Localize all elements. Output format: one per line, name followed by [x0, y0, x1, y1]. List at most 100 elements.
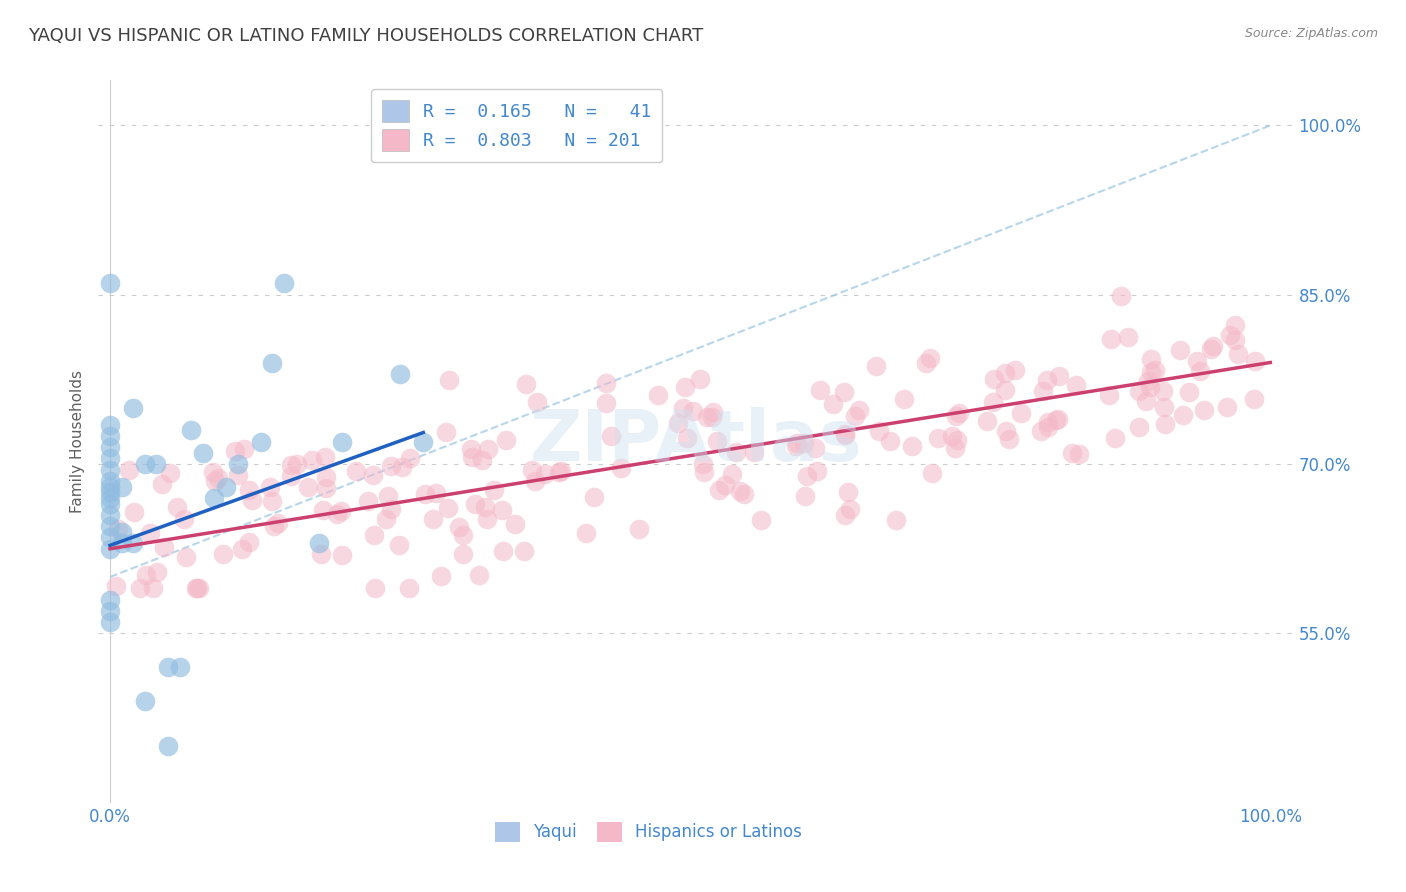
Point — [1140, 365, 1163, 379]
Point — [477, 512, 499, 526]
Point — [749, 513, 772, 527]
Point — [326, 507, 349, 521]
Point — [173, 512, 195, 526]
Point — [1069, 447, 1091, 461]
Point — [111, 480, 134, 494]
Point — [1152, 384, 1174, 398]
Legend: Yaqui, Hispanics or Latinos: Yaqui, Hispanics or Latinos — [488, 815, 808, 848]
Point — [474, 500, 496, 515]
Point — [492, 544, 515, 558]
Point — [477, 442, 499, 457]
Point — [344, 464, 367, 478]
Point — [212, 547, 235, 561]
Point — [233, 442, 256, 457]
Point — [105, 579, 128, 593]
Point — [693, 466, 716, 480]
Point — [1185, 354, 1208, 368]
Point — [98, 485, 121, 500]
Point — [314, 450, 336, 465]
Point — [207, 471, 229, 485]
Point — [1029, 425, 1052, 439]
Point — [188, 582, 211, 596]
Point — [128, 582, 150, 596]
Point — [713, 478, 735, 492]
Point — [184, 582, 207, 596]
Point — [98, 604, 121, 618]
Point — [297, 480, 319, 494]
Point — [453, 528, 475, 542]
Point — [134, 694, 156, 708]
Point — [98, 474, 121, 488]
Point — [111, 524, 134, 539]
Point — [844, 409, 866, 424]
Point — [945, 433, 967, 447]
Point — [201, 465, 224, 479]
Point — [702, 405, 724, 419]
Point — [838, 501, 860, 516]
Y-axis label: Family Households: Family Households — [69, 370, 84, 513]
Point — [524, 474, 547, 488]
Point — [330, 434, 353, 449]
Point — [673, 379, 696, 393]
Point — [672, 401, 695, 415]
Point — [412, 434, 434, 449]
Point — [1036, 373, 1059, 387]
Point — [357, 494, 380, 508]
Point — [174, 549, 197, 564]
Point — [98, 429, 121, 443]
Point — [1154, 417, 1177, 432]
Point — [1202, 339, 1225, 353]
Point — [98, 531, 121, 545]
Point — [437, 373, 460, 387]
Point — [98, 497, 121, 511]
Point — [547, 466, 569, 480]
Point — [689, 372, 711, 386]
Point — [389, 367, 412, 381]
Point — [927, 431, 949, 445]
Point — [224, 443, 246, 458]
Point — [361, 467, 384, 482]
Point — [309, 547, 332, 561]
Point — [796, 468, 818, 483]
Point — [1047, 369, 1070, 384]
Point — [460, 450, 482, 464]
Point — [976, 414, 998, 428]
Point — [1168, 343, 1191, 357]
Point — [259, 480, 281, 494]
Point — [724, 445, 747, 459]
Point — [238, 483, 260, 497]
Point — [153, 540, 176, 554]
Point — [226, 467, 249, 482]
Point — [146, 565, 169, 579]
Point — [312, 503, 335, 517]
Point — [157, 739, 180, 754]
Point — [943, 441, 966, 455]
Point — [231, 542, 253, 557]
Point — [204, 475, 226, 489]
Point — [1128, 419, 1150, 434]
Point — [575, 525, 598, 540]
Point — [464, 497, 486, 511]
Point — [215, 480, 238, 494]
Point — [262, 355, 284, 369]
Point — [98, 592, 121, 607]
Point — [823, 397, 845, 411]
Point — [166, 500, 188, 515]
Point — [1225, 318, 1247, 332]
Point — [998, 432, 1021, 446]
Point — [1199, 343, 1222, 357]
Point — [806, 464, 828, 478]
Point — [503, 516, 526, 531]
Point — [315, 481, 337, 495]
Point — [1104, 431, 1126, 445]
Point — [1031, 384, 1053, 398]
Point — [793, 436, 815, 450]
Point — [647, 388, 669, 402]
Point — [226, 457, 249, 471]
Point — [550, 464, 572, 478]
Point — [628, 522, 651, 536]
Point — [526, 395, 548, 409]
Point — [1140, 351, 1163, 366]
Point — [1060, 446, 1083, 460]
Point — [495, 433, 517, 447]
